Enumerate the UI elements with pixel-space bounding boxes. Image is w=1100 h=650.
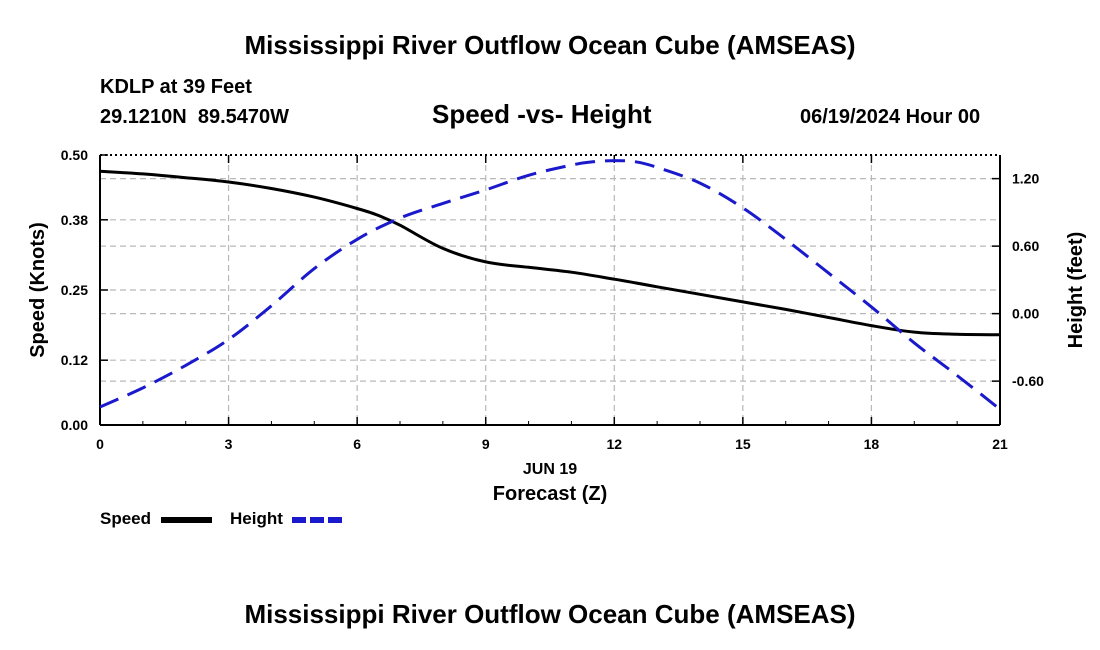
- y-tick-label-right: 0.60: [1012, 238, 1039, 254]
- x-tick-label: 0: [96, 436, 104, 452]
- x-date-label: JUN 19: [523, 461, 577, 478]
- x-tick-label: 9: [482, 436, 490, 452]
- y-tick-label-left: 0.00: [61, 417, 88, 433]
- height-series-line: [99, 159, 1001, 411]
- y-tick-label-right: 0.00: [1012, 306, 1039, 322]
- chart-subtitle: Speed -vs- Height: [432, 99, 652, 129]
- station-label: KDLP at 39 Feet: [100, 76, 252, 98]
- y-tick-label-left: 0.38: [61, 212, 88, 228]
- y-tick-label-right: 1.20: [1012, 171, 1039, 187]
- y-tick-label-right: -0.60: [1012, 373, 1044, 389]
- legend-speed-label: Speed: [100, 509, 152, 528]
- x-tick-label: 18: [864, 436, 880, 452]
- y-tick-label-left: 0.50: [61, 147, 88, 163]
- x-tick-label: 6: [353, 436, 361, 452]
- y-axis-label-left: Speed (Knots): [27, 222, 49, 358]
- speed-series-line: [99, 169, 1001, 337]
- y-tick-label-left: 0.25: [61, 282, 88, 298]
- date-label: 06/19/2024 Hour 00: [800, 106, 981, 128]
- coordinates-label: 29.1210N 89.5470W: [100, 106, 290, 128]
- y-tick-label-left: 0.12: [61, 352, 88, 368]
- footer-title: Mississippi River Outflow Ocean Cube (AM…: [244, 599, 856, 629]
- x-tick-label: 21: [992, 436, 1008, 452]
- legend-height-label: Height: [230, 509, 283, 528]
- chart-title: Mississippi River Outflow Ocean Cube (AM…: [244, 30, 856, 60]
- x-tick-label: 3: [225, 436, 233, 452]
- y-axis-label-right: Height (feet): [1065, 232, 1087, 349]
- x-tick-label: 12: [606, 436, 622, 452]
- x-axis-label: Forecast (Z): [493, 483, 607, 505]
- x-tick-label: 15: [735, 436, 751, 452]
